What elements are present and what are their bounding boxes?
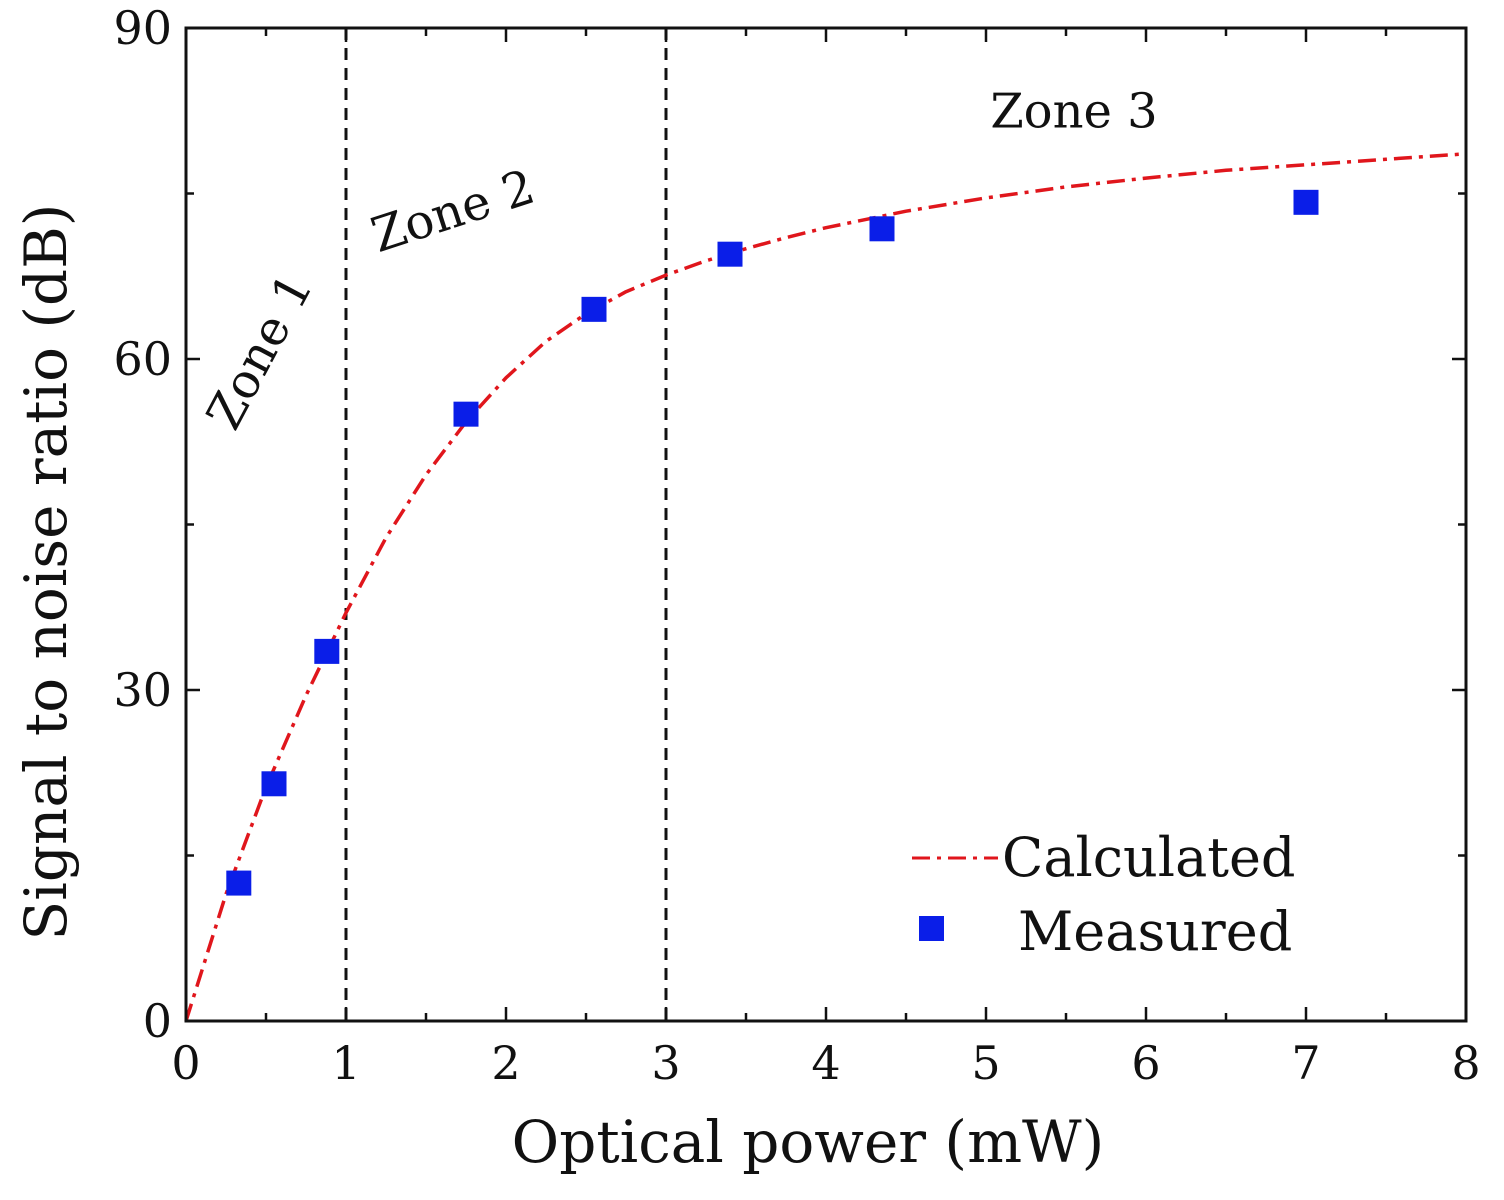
x-tick-label: 2 xyxy=(491,1036,520,1090)
zone-lines xyxy=(344,28,668,1021)
measured-point xyxy=(226,870,252,896)
x-tick-label: 7 xyxy=(1291,1036,1320,1090)
x-tick-label: 5 xyxy=(971,1036,1000,1090)
y-tick-label: 0 xyxy=(143,994,172,1048)
legend-measured-label: Measured xyxy=(1018,900,1292,963)
y-tick-label: 30 xyxy=(113,663,172,717)
zone-label: Zone 3 xyxy=(990,83,1157,139)
measured-point xyxy=(581,296,607,322)
legend-calculated-label: Calculated xyxy=(1002,826,1296,889)
x-tick-label: 4 xyxy=(811,1036,840,1090)
measured-point xyxy=(261,771,287,797)
measured-point xyxy=(314,638,340,664)
x-tick-label: 0 xyxy=(171,1036,200,1090)
x-tick-label: 6 xyxy=(1131,1036,1160,1090)
measured-point xyxy=(717,241,743,267)
calculated-line xyxy=(184,152,1467,1022)
data-series xyxy=(184,152,1467,1022)
y-tick-label: 60 xyxy=(113,332,172,386)
legend-measured-marker xyxy=(919,916,944,941)
measured-point xyxy=(1293,189,1319,215)
measured-point xyxy=(869,216,895,242)
measured-point xyxy=(453,401,479,427)
x-tick-label: 8 xyxy=(1451,1036,1480,1090)
axis-ticks xyxy=(184,26,1468,1023)
y-tick-label: 90 xyxy=(113,1,172,55)
x-tick-label: 3 xyxy=(651,1036,680,1090)
legend: Calculated Measured xyxy=(912,826,1296,963)
x-axis-label: Optical power (mW) xyxy=(512,1108,1105,1176)
y-axis-label: Signal to noise ratio (dB) xyxy=(12,204,80,941)
x-tick-label: 1 xyxy=(331,1036,360,1090)
axis-tick-labels: 0 1 2 3 4 5 6 7 8 0 30 60 90 xyxy=(113,1,1480,1090)
